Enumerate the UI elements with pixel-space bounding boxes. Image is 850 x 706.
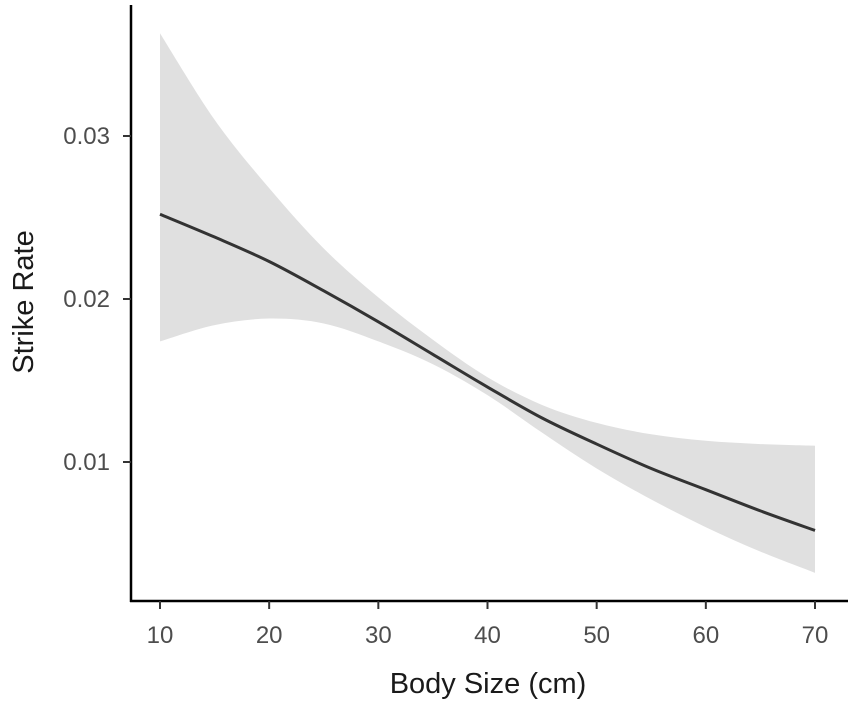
x-tick-label: 30: [365, 622, 392, 649]
fitted-line: [159, 212, 816, 532]
x-tick-label: 70: [802, 622, 829, 649]
x-tick-label: 40: [474, 622, 501, 649]
axes: 0.01 0.02 0.03 10 20 30 40 50 60 70 Body Size (c…: [8, 5, 848, 700]
y-tick-label: 0.02: [63, 286, 110, 313]
y-ticks: 0.01 0.02 0.03: [63, 123, 131, 476]
x-tick-label: 60: [692, 622, 719, 649]
y-tick-label: 0.03: [63, 123, 110, 150]
plot-area: [159, 33, 816, 573]
x-tick-label: 20: [256, 622, 283, 649]
x-tick-label: 50: [583, 622, 610, 649]
y-tick-label: 0.01: [63, 449, 110, 476]
x-axis-title: Body Size (cm): [390, 668, 587, 700]
x-ticks: 10 20 30 40 50 60 70: [147, 601, 829, 649]
confidence-band: [160, 33, 815, 573]
x-tick-label: 10: [147, 622, 174, 649]
y-axis-title: Strike Rate: [8, 230, 40, 373]
